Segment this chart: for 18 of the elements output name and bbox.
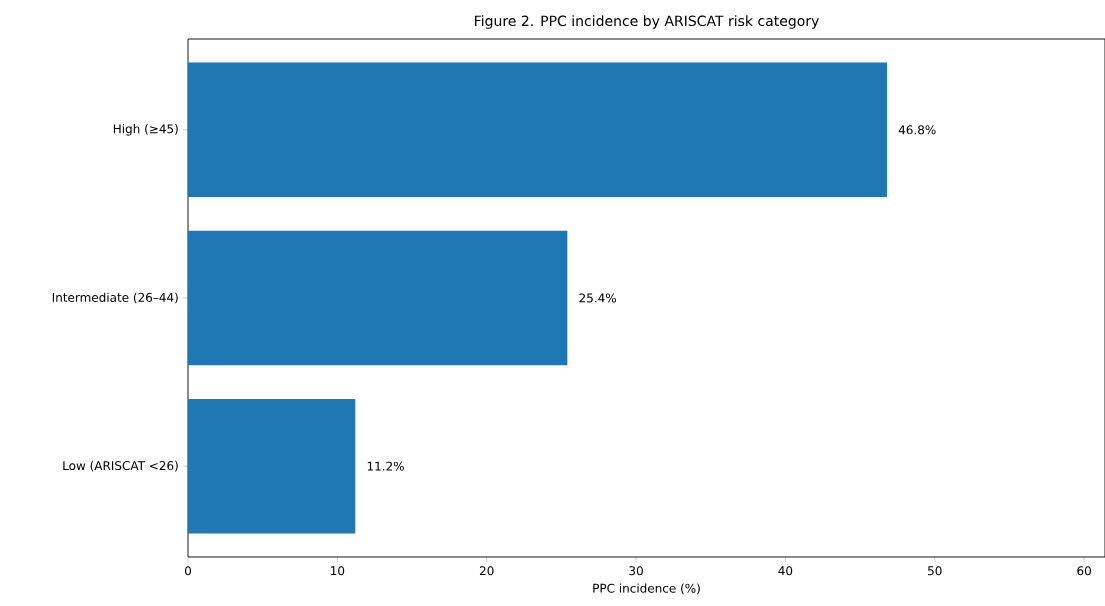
chart-title: Figure 2. PPC incidence by ARISCAT risk category [475, 15, 819, 29]
y-tick-label: Low (ARISCAT <26) [63, 460, 178, 472]
x-tick-label: 60 [1077, 566, 1091, 576]
x-axis-title: PPC incidence (%) [593, 583, 700, 595]
x-tick-label: 0 [184, 566, 192, 576]
bar [188, 62, 887, 198]
x-tick-label: 50 [928, 566, 942, 576]
bar [188, 230, 568, 366]
x-tick-label: 20 [479, 566, 494, 576]
x-tick-label: 10 [331, 566, 345, 576]
x-tick-label: 40 [778, 566, 793, 576]
x-tick-label: 30 [629, 566, 643, 576]
bar [188, 398, 356, 534]
data-label: 25.4% [579, 293, 616, 303]
y-tick-label: High (≥45) [113, 124, 178, 136]
data-label: 46.8% [898, 125, 936, 135]
y-tick-label: Intermediate (26–44) [52, 292, 178, 304]
data-label: 11.2% [367, 461, 404, 471]
